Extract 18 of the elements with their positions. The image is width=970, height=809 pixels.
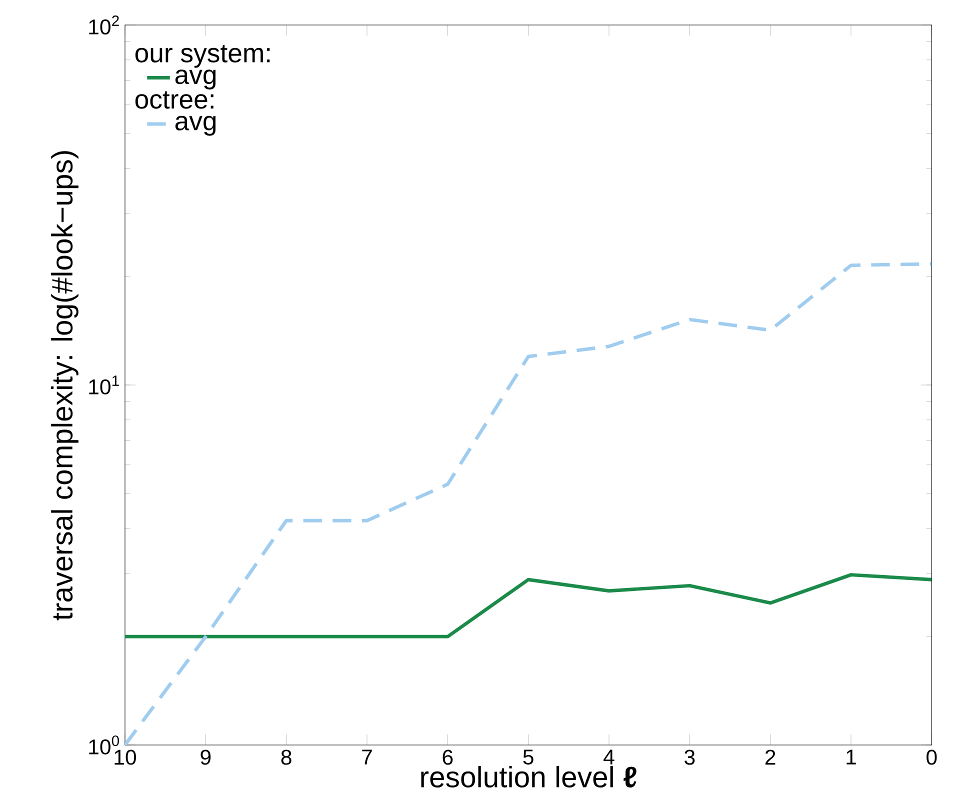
x-tick-label: 5 <box>523 750 534 765</box>
x-tick-label: 7 <box>362 750 372 764</box>
y-tick-label: 10$^{2}$ <box>89 15 119 34</box>
x-tick-label: 3 <box>684 750 695 765</box>
annotation: our system: <box>135 45 270 68</box>
y-tick-label: 10$^{1}$ <box>89 376 119 394</box>
x-tick-label: 1 <box>846 750 856 764</box>
legend-label: avg <box>175 70 216 90</box>
x-tick-label: 4 <box>604 750 614 764</box>
legend-label: avg <box>175 116 216 136</box>
x-axis-title: resolution level ℓ <box>421 766 636 788</box>
y-axis-title: traversal complexity: log(#look−ups) <box>51 151 78 620</box>
x-tick-label: 0 <box>926 750 937 765</box>
x-tick-label: 6 <box>442 750 453 765</box>
x-tick-label: 8 <box>281 750 292 765</box>
annotation: octree: <box>135 91 214 109</box>
x-tick-label: 2 <box>765 750 776 765</box>
x-tick-label: 9 <box>200 750 211 765</box>
